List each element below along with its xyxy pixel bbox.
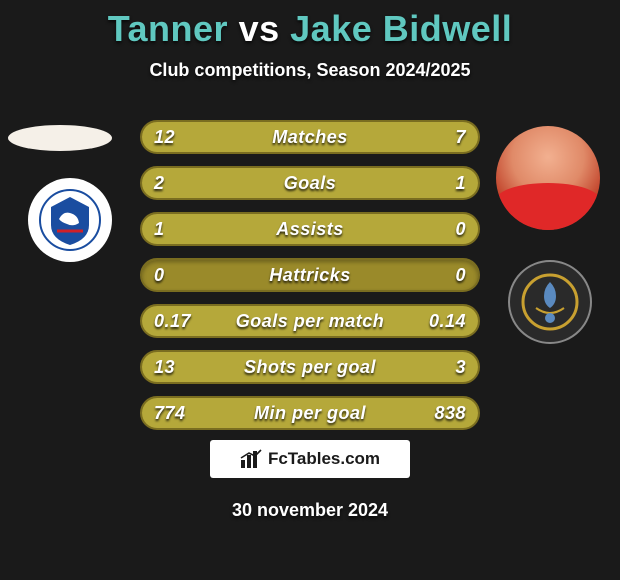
stat-value-right: 0 <box>455 214 466 244</box>
subtitle: Club competitions, Season 2024/2025 <box>0 60 620 81</box>
brand-text: FcTables.com <box>268 449 380 469</box>
player1-avatar <box>8 125 112 151</box>
stat-label: Min per goal <box>142 398 478 428</box>
player1-name: Tanner <box>108 8 228 49</box>
stat-row: 12Matches7 <box>140 120 480 154</box>
stat-label: Matches <box>142 122 478 152</box>
stat-row: 1Assists0 <box>140 212 480 246</box>
stat-label: Assists <box>142 214 478 244</box>
stat-label: Goals per match <box>142 306 478 336</box>
stats-table: 12Matches72Goals11Assists00Hattricks00.1… <box>140 120 480 442</box>
stat-row: 0Hattricks0 <box>140 258 480 292</box>
title-vs: vs <box>239 8 280 49</box>
player2-name: Jake Bidwell <box>290 8 512 49</box>
stat-value-right: 838 <box>434 398 466 428</box>
date-text: 30 november 2024 <box>0 500 620 521</box>
stat-row: 2Goals1 <box>140 166 480 200</box>
cardiff-badge-icon <box>39 189 101 251</box>
stat-label: Hattricks <box>142 260 478 290</box>
stat-value-right: 3 <box>455 352 466 382</box>
player2-avatar <box>496 126 600 230</box>
stat-value-right: 0.14 <box>429 306 466 336</box>
stat-label: Goals <box>142 168 478 198</box>
coventry-badge-icon <box>520 272 580 332</box>
stat-row: 0.17Goals per match0.14 <box>140 304 480 338</box>
stat-value-right: 0 <box>455 260 466 290</box>
stat-row: 13Shots per goal3 <box>140 350 480 384</box>
player2-club-badge <box>508 260 592 344</box>
chart-icon <box>240 449 262 469</box>
stat-row: 774Min per goal838 <box>140 396 480 430</box>
stat-value-right: 7 <box>455 122 466 152</box>
stat-label: Shots per goal <box>142 352 478 382</box>
player1-club-badge <box>28 178 112 262</box>
comparison-title: Tanner vs Jake Bidwell <box>0 0 620 50</box>
brand-box: FcTables.com <box>210 440 410 478</box>
stat-value-right: 1 <box>455 168 466 198</box>
